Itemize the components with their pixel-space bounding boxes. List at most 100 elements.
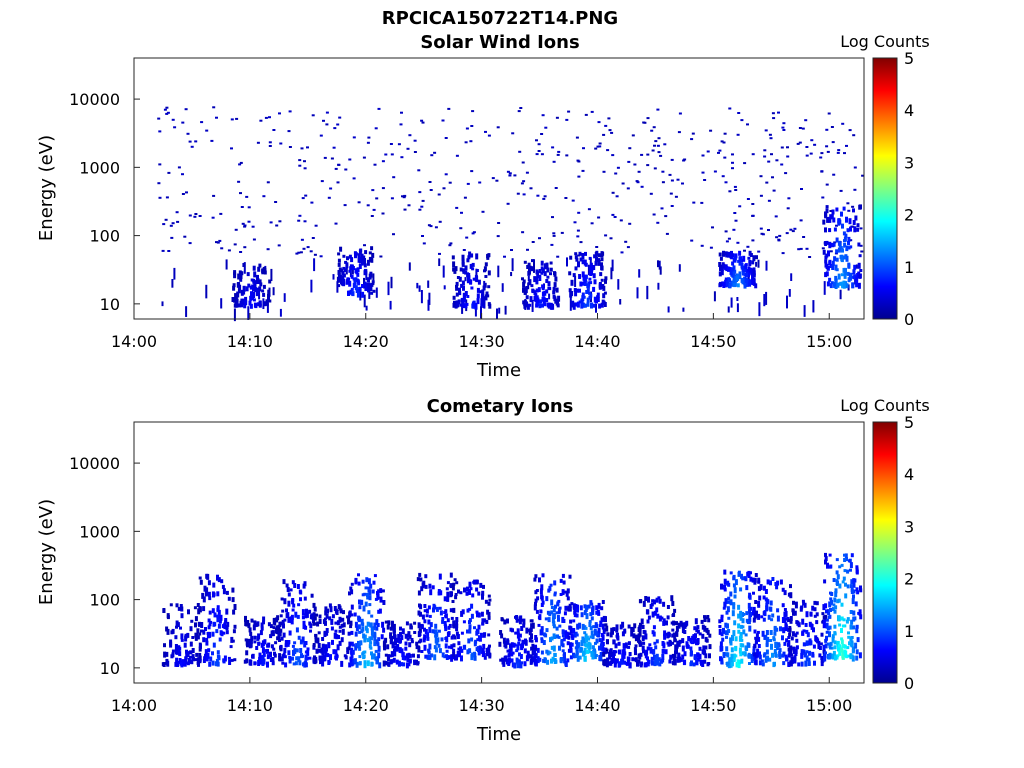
heatmap-cell: [540, 650, 544, 655]
heatmap-cell: [367, 610, 371, 615]
heatmap-cell: [195, 632, 199, 637]
heatmap-cell: [568, 603, 572, 608]
heatmap-cell: [783, 641, 787, 646]
heatmap-cell: [829, 564, 833, 569]
heatmap-cell: [852, 220, 856, 225]
heatmap-cell: [718, 271, 722, 277]
heatmap-cell: [646, 285, 649, 300]
heatmap-cell: [513, 643, 517, 647]
heatmap-cell: [785, 232, 789, 235]
heatmap-cell: [369, 646, 373, 650]
heatmap-cell: [255, 276, 259, 282]
heatmap-cell: [413, 621, 417, 625]
heatmap-cell: [824, 603, 828, 609]
heatmap-cell: [749, 606, 753, 611]
heatmap-cell: [180, 633, 184, 640]
heatmap-cell: [468, 251, 472, 257]
heatmap-cell: [845, 557, 848, 562]
heatmap-cell: [586, 649, 589, 654]
heatmap-cell: [196, 628, 200, 634]
heatmap-cell: [546, 275, 550, 279]
heatmap-cell: [498, 307, 501, 314]
heatmap-cell: [838, 219, 842, 225]
heatmap-cell: [278, 622, 282, 627]
heatmap-cell: [599, 655, 603, 662]
heatmap-cell: [420, 205, 424, 208]
heatmap-cell: [852, 208, 855, 213]
heatmap-cell: [521, 639, 525, 644]
heatmap-cell: [641, 635, 645, 642]
heatmap-cell: [792, 646, 796, 652]
heatmap-cell: [539, 629, 543, 636]
heatmap-cell: [828, 601, 832, 608]
x-axis-label: Time: [476, 724, 521, 745]
heatmap-cell: [813, 660, 816, 666]
heatmap-cell: [589, 612, 593, 617]
heatmap-cell: [727, 237, 731, 240]
heatmap-cell: [400, 156, 404, 159]
heatmap-cell: [312, 618, 315, 623]
heatmap-cell: [846, 271, 850, 276]
heatmap-cell: [169, 224, 173, 227]
heatmap-cell: [455, 285, 459, 291]
heatmap-cell: [534, 574, 538, 579]
heatmap-cell: [361, 284, 364, 288]
heatmap-cell: [593, 279, 597, 285]
heatmap-cell: [576, 655, 580, 662]
heatmap-cell: [600, 278, 604, 282]
heatmap-cell: [785, 617, 789, 621]
heatmap-cell: [787, 197, 791, 200]
heatmap-cell: [166, 628, 170, 635]
heatmap-cell: [360, 260, 364, 266]
heatmap-cell: [406, 147, 410, 150]
heatmap-cell: [389, 143, 393, 145]
y-ticks: 10 100 1000 10000: [69, 454, 120, 678]
panel-cometary: Cometary Ions Time Energy (eV) 14:00 14:…: [36, 396, 930, 745]
heatmap-cell: [827, 655, 831, 660]
heatmap-cell: [225, 608, 229, 615]
heatmap-cell: [215, 629, 219, 634]
heatmap-cell: [783, 590, 787, 596]
heatmap-cell: [177, 166, 181, 169]
heatmap-cell: [738, 647, 742, 654]
heatmap-cell: [314, 637, 318, 643]
heatmap-cell: [823, 655, 827, 662]
heatmap-cell: [567, 635, 571, 640]
heatmap-cell: [830, 646, 834, 650]
heatmap-cell: [572, 604, 576, 609]
heatmap-cell: [842, 231, 846, 236]
heatmap-cell: [728, 190, 732, 193]
heatmap-cell: [404, 646, 408, 651]
heatmap-cell: [350, 662, 354, 667]
heatmap-cell: [262, 292, 266, 297]
heatmap-cell: [709, 246, 713, 249]
heatmap-cell: [356, 279, 360, 284]
heatmap-cell: [255, 646, 259, 650]
heatmap-cell: [614, 650, 618, 654]
heatmap-cell: [290, 618, 294, 625]
heatmap-cell: [284, 643, 288, 648]
heatmap-cell: [503, 255, 506, 258]
heatmap-cell: [644, 596, 648, 601]
heatmap-cell: [744, 577, 748, 582]
heatmap-cell: [752, 273, 756, 278]
heatmap-cell: [685, 620, 689, 626]
heatmap-cell: [452, 607, 456, 613]
heatmap-cell: [634, 657, 638, 661]
heatmap-cell: [381, 621, 385, 628]
heatmap-cell: [189, 650, 193, 655]
heatmap-cell: [249, 632, 253, 636]
heatmap-cell: [451, 600, 455, 603]
heatmap-cell: [291, 599, 295, 605]
heatmap-cell: [233, 308, 236, 322]
heatmap-cell: [734, 579, 738, 586]
colorbar-label: Log Counts: [840, 396, 930, 415]
heatmap-cell: [765, 649, 769, 655]
heatmap-cell: [445, 649, 449, 653]
heatmap-cell: [657, 137, 661, 140]
heatmap-cell: [550, 658, 553, 664]
heatmap-cell: [791, 608, 795, 612]
heatmap-cell: [670, 158, 674, 161]
heatmap-cell: [861, 174, 865, 177]
heatmap-cell: [569, 291, 573, 296]
